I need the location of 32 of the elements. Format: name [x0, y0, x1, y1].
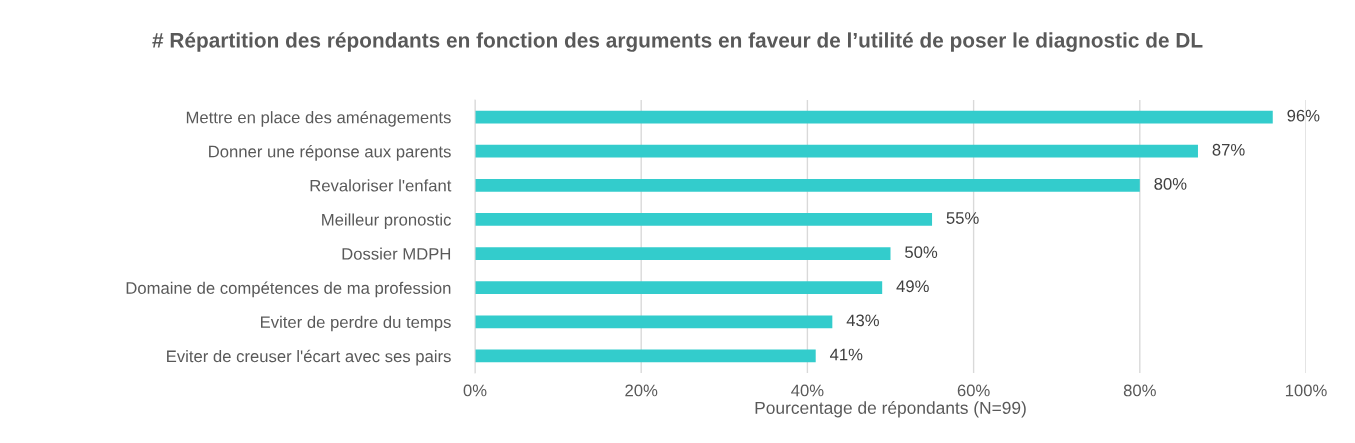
data-label: 49%	[896, 280, 929, 293]
x-tick-label: 100%	[1285, 384, 1327, 397]
data-label: 55%	[946, 212, 979, 224]
bar	[475, 110, 1273, 124]
y-tick-label: Donner une réponse aux parents	[209, 145, 451, 161]
data-label: 80%	[1154, 177, 1187, 190]
y-tick-label: Mettre en place des aménagements	[186, 110, 451, 127]
bar	[475, 315, 833, 329]
y-tick-label: Domaine de compétences de ma profession	[126, 281, 451, 298]
y-tick-label: Meilleur pronostic	[322, 213, 451, 229]
bar	[475, 213, 933, 226]
bar	[475, 144, 1198, 158]
y-tick-label: Eviter de perdre du temps	[261, 315, 451, 332]
x-tick-label: 40%	[791, 384, 824, 397]
data-label: 41%	[829, 348, 863, 361]
x-tick-label: 80%	[1123, 384, 1156, 397]
data-label: 96%	[1287, 109, 1320, 122]
bar	[475, 179, 1140, 192]
data-label: 43%	[846, 314, 879, 327]
y-tick-label: Eviter de creuser l'écart avec ses pairs	[167, 349, 451, 366]
y-tick-label: Revaloriser l'enfant	[310, 179, 452, 192]
bar	[475, 247, 891, 260]
x-tick-label: 60%	[957, 384, 990, 397]
x-tick-label: 20%	[625, 384, 658, 397]
x-axis-title: Pourcentage de répondants (N=99)	[755, 401, 1026, 418]
data-label: 87%	[1212, 143, 1245, 156]
chart-title: # Répartition des répondants en fonction des arguments en faveur de l’utilité de poser le diagnostic de DL	[152, 32, 1203, 52]
x-tick-label: 0%	[463, 384, 487, 397]
data-label: 50%	[905, 246, 938, 259]
y-tick-label: Dossier MDPH	[342, 247, 451, 260]
bar	[475, 281, 883, 294]
bar	[475, 349, 816, 363]
